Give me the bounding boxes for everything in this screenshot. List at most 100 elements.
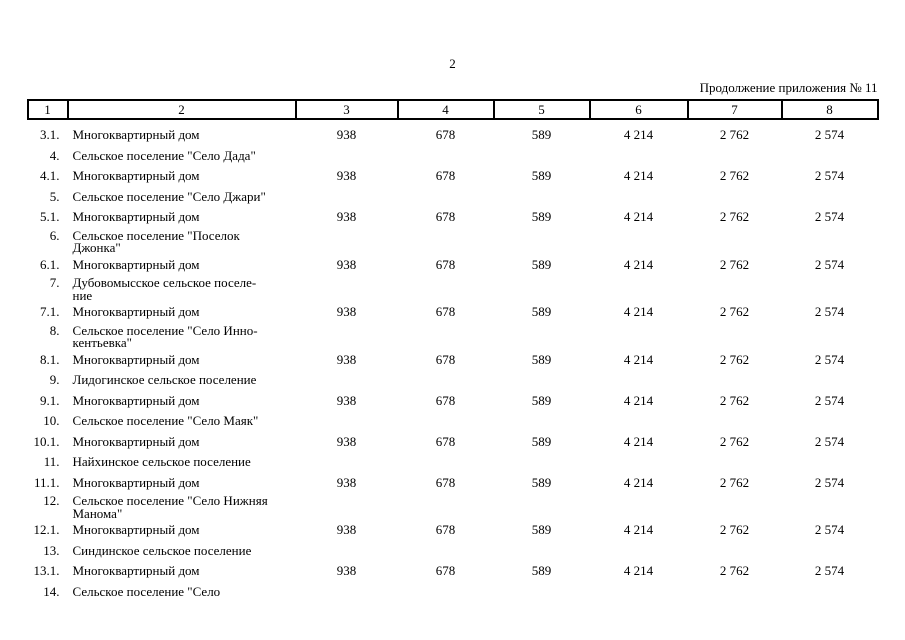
row-value [296, 275, 398, 302]
row-value: 2 574 [814, 563, 845, 578]
row-number: 9.1. [40, 392, 60, 408]
table-row: 8.1. Многоквартирный дом 938 678 589 4 2… [28, 350, 878, 371]
table-row: 13.1. Многоквартирный дом 938 678 589 4 … [28, 561, 878, 582]
row-value: 589 [531, 392, 552, 408]
row-number: 9. [49, 372, 60, 387]
row-value: 938 [336, 522, 357, 537]
row-value: 938 [336, 392, 357, 408]
row-name: Многоквартирный дом [72, 392, 200, 408]
row-value [398, 146, 494, 167]
row-value: 589 [531, 563, 552, 578]
row-value [688, 275, 782, 302]
row-number: 5. [49, 188, 60, 204]
row-number: 13. [43, 542, 60, 558]
row-value: 2 762 [719, 563, 750, 578]
row-value [782, 411, 878, 432]
row-value: 4 214 [623, 392, 654, 408]
row-value [688, 452, 782, 473]
row-value: 4 214 [623, 127, 654, 142]
row-value [590, 370, 688, 391]
row-value [494, 228, 590, 255]
row-value: 589 [531, 304, 552, 319]
column-header-8: 8 [780, 99, 879, 120]
row-value: 589 [531, 168, 552, 183]
row-value: 4 214 [623, 351, 654, 367]
row-value: 589 [531, 474, 552, 490]
row-value: 678 [435, 304, 456, 319]
row-value [782, 452, 878, 473]
table-header: 1 2 3 4 5 6 7 8 [26, 99, 879, 120]
table-row: 12. Сельское поселение "Село Нижняя Мано… [28, 493, 878, 520]
table-row: 13. Синдинское сельское поселение [28, 541, 878, 562]
row-value: 589 [531, 127, 552, 142]
row-value [688, 370, 782, 391]
table-row: 6.1. Многоквартирный дом 938 678 589 4 2… [28, 255, 878, 276]
row-value: 4 214 [623, 474, 654, 490]
table-row: 4.1. Многоквартирный дом 938 678 589 4 2… [28, 166, 878, 187]
table-row: 9.1. Многоквартирный дом 938 678 589 4 2… [28, 391, 878, 412]
row-value: 2 574 [814, 433, 845, 449]
table-row: 6. Сельское поселение "Поселок Джонка" [28, 228, 878, 255]
row-value: 4 214 [623, 168, 654, 183]
row-value [782, 582, 878, 603]
row-value: 678 [435, 392, 456, 408]
row-number: 11. [43, 454, 60, 469]
row-name: Многоквартирный дом [72, 256, 200, 272]
row-value: 4 214 [623, 433, 654, 449]
row-value: 938 [336, 474, 357, 490]
row-name: Многоквартирный дом [72, 304, 200, 319]
row-name: Лидогинское сельское поселение [72, 372, 257, 387]
row-number: 6. [49, 227, 60, 243]
row-name: Сельское поселение "Село [72, 583, 221, 599]
row-value: 4 214 [623, 563, 654, 578]
row-name: Сельское поселение "Село Дада" [72, 147, 256, 163]
row-value [494, 370, 590, 391]
row-value [494, 541, 590, 562]
table-row: 5. Сельское поселение "Село Джари" [28, 187, 878, 208]
row-value: 938 [336, 168, 357, 183]
row-value: 589 [531, 522, 552, 537]
row-value [494, 323, 590, 350]
row-value [782, 370, 878, 391]
row-value [494, 275, 590, 302]
row-number: 4.1. [40, 168, 60, 183]
row-value [688, 541, 782, 562]
row-value [398, 493, 494, 520]
row-name: Сельское поселение "Село Нижняя Манома" [72, 493, 268, 521]
row-value [590, 228, 688, 255]
row-value [296, 228, 398, 255]
row-value [296, 370, 398, 391]
row-value: 678 [435, 351, 456, 367]
row-value [296, 452, 398, 473]
row-value [398, 323, 494, 350]
row-value [296, 411, 398, 432]
row-number: 5.1. [40, 209, 60, 224]
row-value [494, 452, 590, 473]
row-value [398, 275, 494, 302]
column-header-4: 4 [396, 99, 495, 120]
row-value: 938 [336, 127, 357, 142]
table-row: 10.1. Многоквартирный дом 938 678 589 4 … [28, 432, 878, 453]
row-value [688, 493, 782, 520]
table-row: 10. Сельское поселение "Село Маяк" [28, 411, 878, 432]
row-value [688, 187, 782, 208]
row-value: 2 574 [814, 256, 845, 272]
row-value [688, 146, 782, 167]
row-value [688, 411, 782, 432]
row-value [590, 146, 688, 167]
row-value: 938 [336, 209, 357, 224]
row-value [398, 411, 494, 432]
row-value [590, 452, 688, 473]
row-name: Сельское поселение "Поселок Джонка" [72, 227, 240, 255]
row-value [590, 411, 688, 432]
row-value [782, 146, 878, 167]
row-number: 12.1. [33, 522, 60, 537]
row-value: 2 574 [814, 522, 845, 537]
row-value: 4 214 [623, 256, 654, 272]
row-value [296, 323, 398, 350]
row-value: 2 762 [719, 209, 750, 224]
row-value [688, 323, 782, 350]
row-value: 2 574 [814, 351, 845, 367]
row-value: 4 214 [623, 304, 654, 319]
row-value [398, 228, 494, 255]
